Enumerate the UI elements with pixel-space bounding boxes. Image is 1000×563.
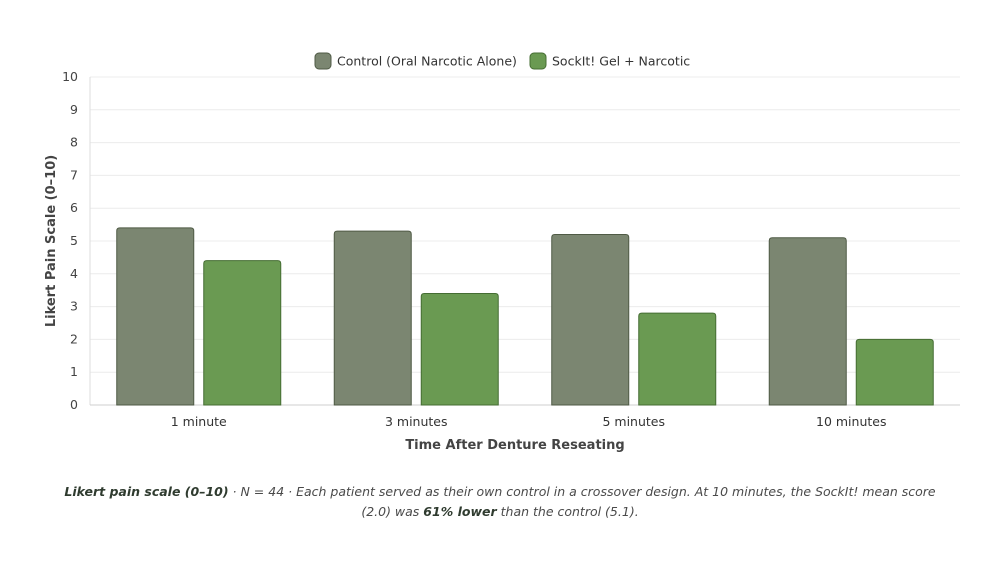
caption-text-1: · N = 44 · Each patient served as their … [228,484,936,519]
y-tick-label: 10 [62,69,78,84]
bar-control [333,230,412,406]
x-tick-label: 5 minutes [602,414,665,429]
y-tick-label: 6 [70,200,78,215]
legend-swatch [314,52,332,70]
y-tick-label: 5 [70,233,78,248]
chart-caption: Likert pain scale (0–10) · N = 44 · Each… [60,482,940,522]
bar-sockit [420,292,499,406]
y-axis-title: Likert Pain Scale (0–10) [44,155,59,327]
legend-label: Control (Oral Narcotic Alone) [337,54,517,69]
bar-chart: 0 1 2 3 4 5 6 7 8 9 10 1 minute 3 minutes 5 minutes 10… [44,52,960,453]
y-tick-label: 8 [70,135,78,150]
legend-label: SockIt! Gel + Narcotic [552,54,690,69]
x-axis-title: Time After Denture Reseating [405,438,624,453]
caption-lead: Likert pain scale (0–10) [64,484,229,499]
bar-control [768,237,847,406]
caption-emphasis: 61% lower [423,504,497,519]
y-tick-label: 7 [70,167,78,182]
legend-swatch [529,52,547,70]
x-tick-label: 1 minute [171,414,227,429]
bar-sockit [638,312,717,406]
bar-sockit [203,260,282,406]
bar-sockit [855,338,934,406]
y-tick-label: 4 [70,266,78,281]
y-tick-label: 1 [70,364,78,379]
y-tick-label: 9 [70,102,78,117]
caption-text-2: than the control (5.1). [496,504,639,519]
y-tick-label: 3 [70,299,78,314]
y-tick-label: 2 [70,331,78,346]
y-tick-label: 0 [70,397,78,412]
x-tick-label: 3 minutes [385,414,448,429]
x-tick-label: 10 minutes [816,414,886,429]
bar-control [551,233,630,406]
bar-control [116,227,195,406]
